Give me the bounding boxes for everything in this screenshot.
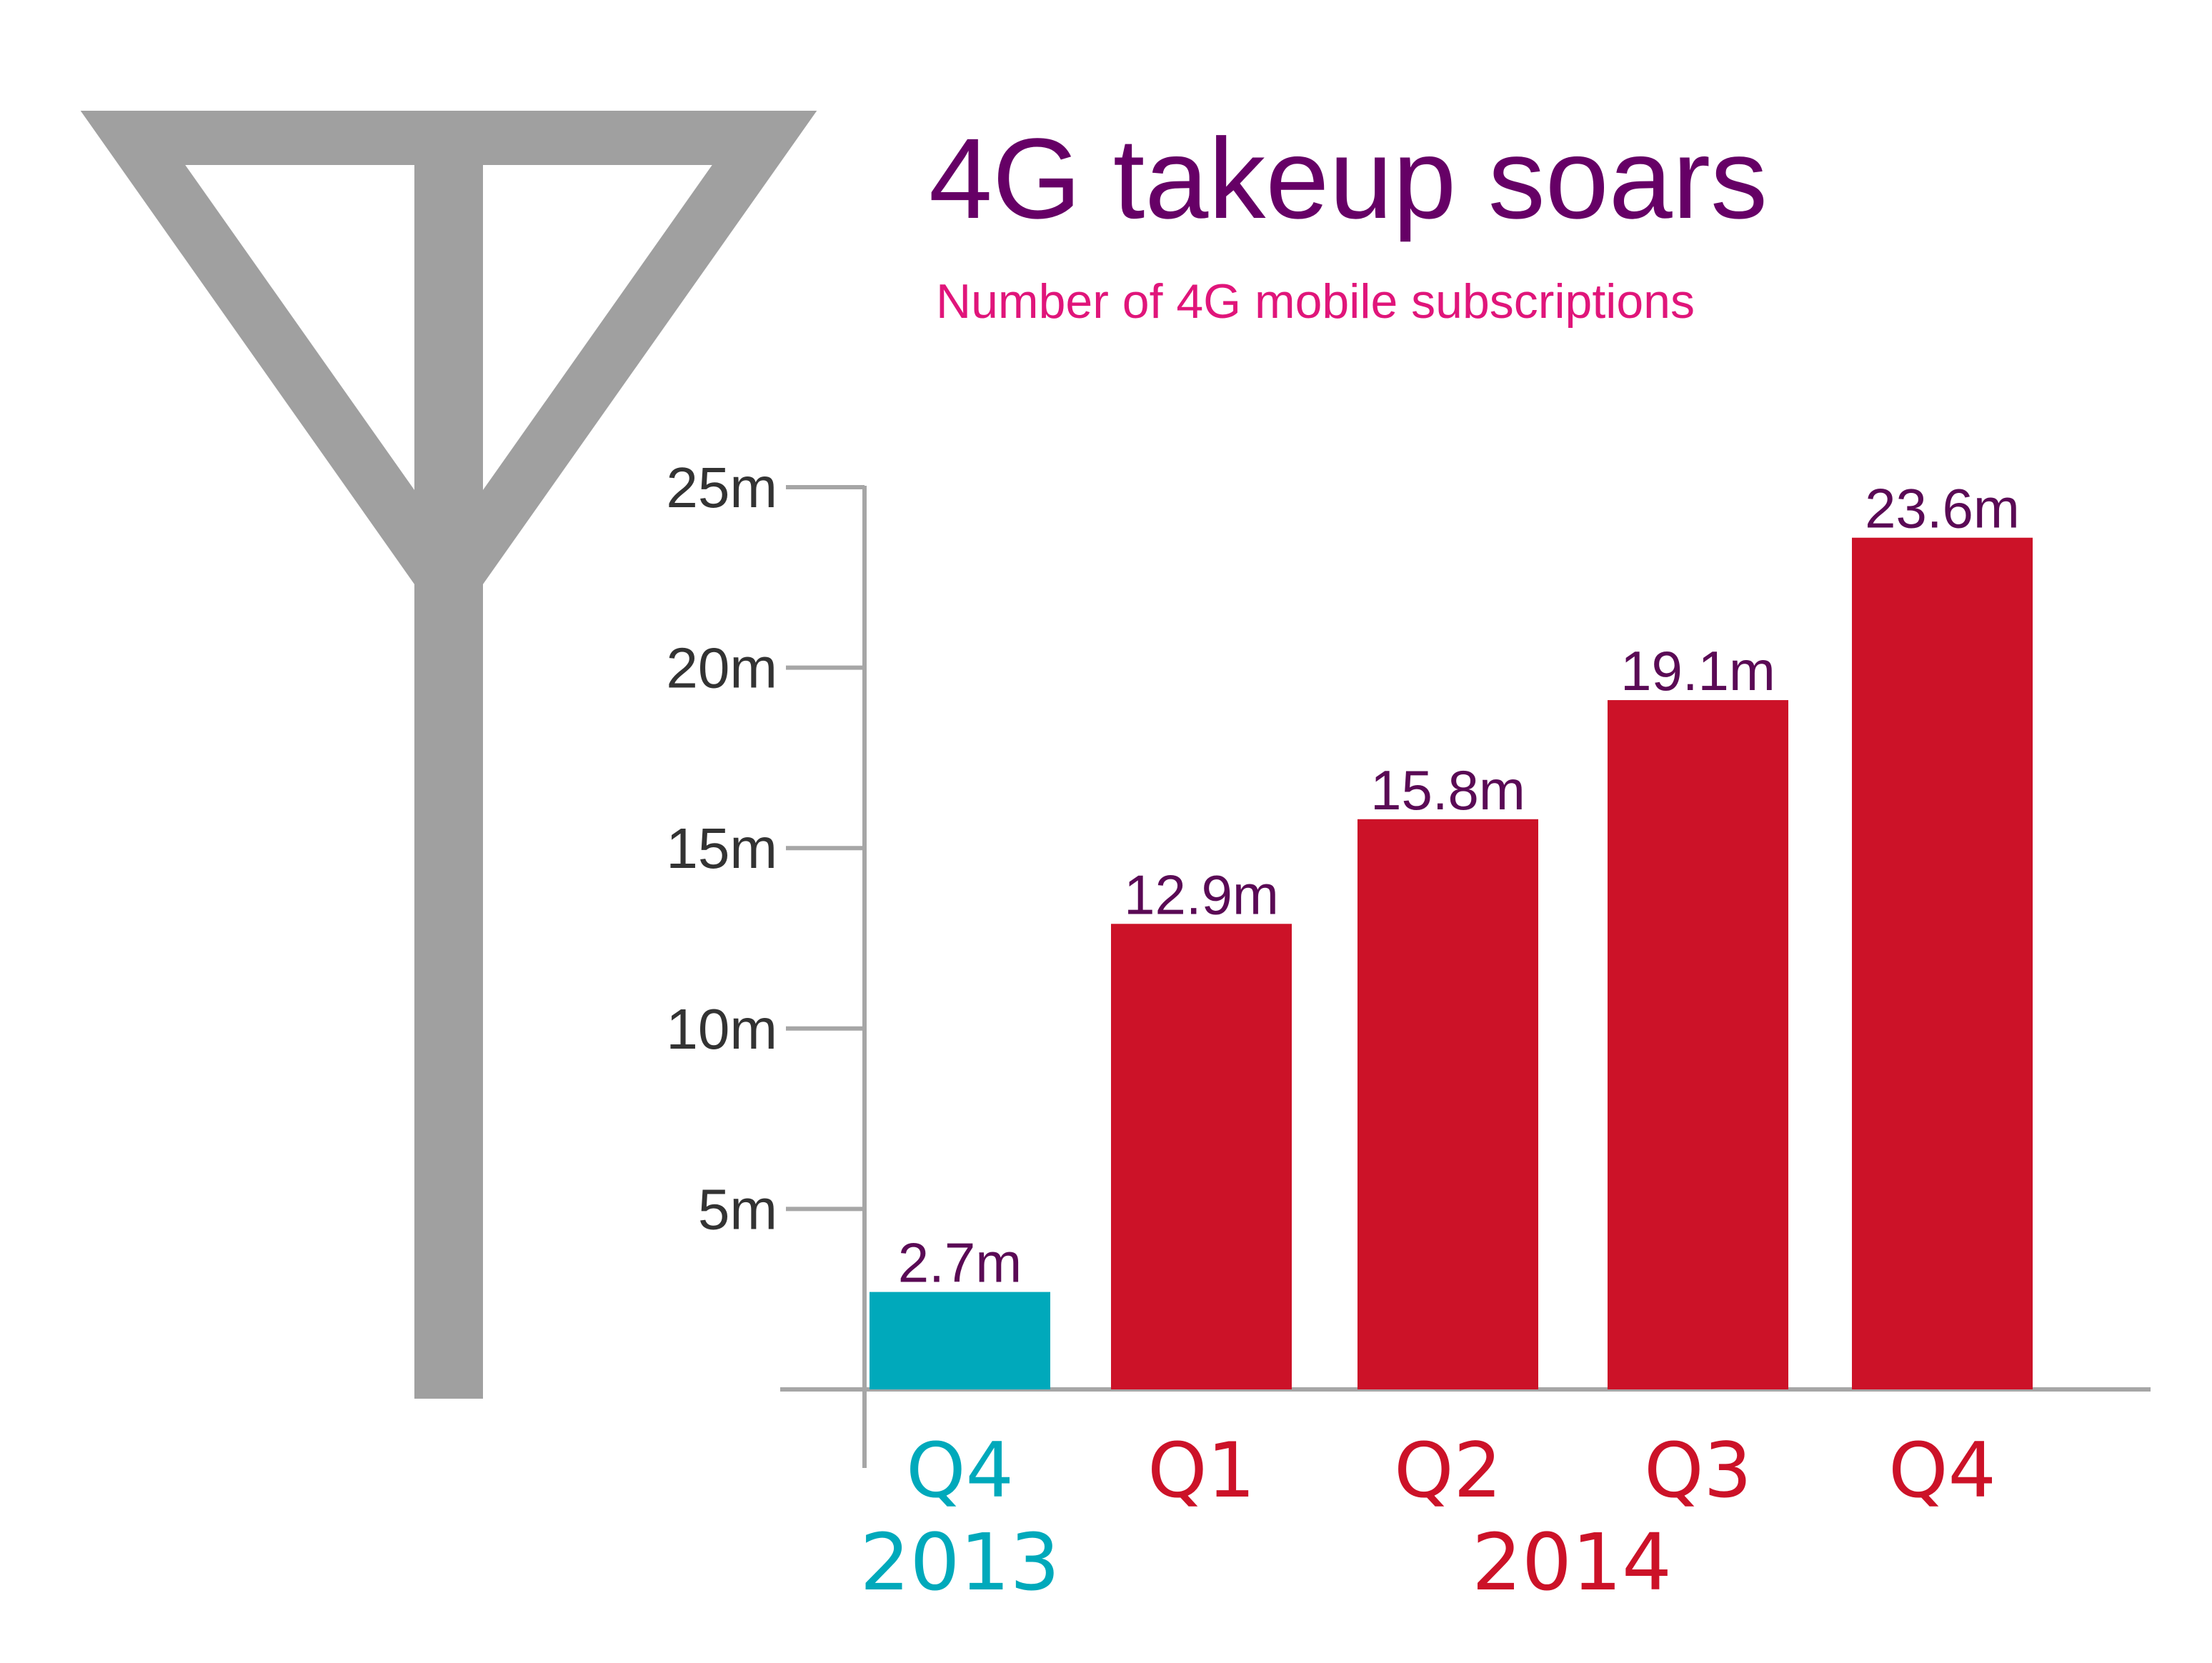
bar-value-label: 2.7m: [898, 1232, 1022, 1294]
bar: [1852, 537, 2033, 1389]
chart-subtitle: Number of 4G mobile subscriptions: [936, 274, 1695, 329]
y-tick-label: 5m: [698, 1177, 777, 1241]
y-tick-label: 20m: [666, 636, 777, 700]
chart-title: 4G takeup soars: [929, 114, 1768, 242]
bar-value-label: 12.9m: [1124, 863, 1279, 926]
category-label: Q3: [1644, 1427, 1752, 1514]
bar: [1111, 924, 1292, 1389]
bar-value-label: 19.1m: [1620, 639, 1775, 702]
y-tick-label: 15m: [666, 816, 777, 880]
antenna-icon: [80, 111, 817, 1399]
bar-value-label: 15.8m: [1370, 759, 1525, 821]
bar: [1608, 700, 1788, 1389]
category-label: Q2: [1394, 1427, 1502, 1514]
y-tick-label: 25m: [666, 456, 777, 519]
year-label: 2014: [1472, 1517, 1672, 1608]
value-labels: 2.7m 12.9m 15.8m 19.1m 23.6m: [898, 477, 2020, 1294]
category-labels: Q4 Q1 Q2 Q3 Q4: [906, 1427, 1996, 1514]
category-label: Q1: [1147, 1427, 1255, 1514]
y-tick-label: 10m: [666, 997, 777, 1061]
year-labels: 2013 2014: [860, 1517, 1672, 1608]
bar: [870, 1292, 1050, 1389]
y-ticks: 5m 10m 15m 20m 25m: [666, 456, 865, 1241]
bar-value-label: 23.6m: [1865, 477, 2020, 540]
category-label: Q4: [906, 1427, 1014, 1514]
year-label: 2013: [860, 1517, 1060, 1608]
bar: [1357, 819, 1538, 1389]
bars: [870, 537, 2033, 1389]
category-label: Q4: [1888, 1427, 1996, 1514]
